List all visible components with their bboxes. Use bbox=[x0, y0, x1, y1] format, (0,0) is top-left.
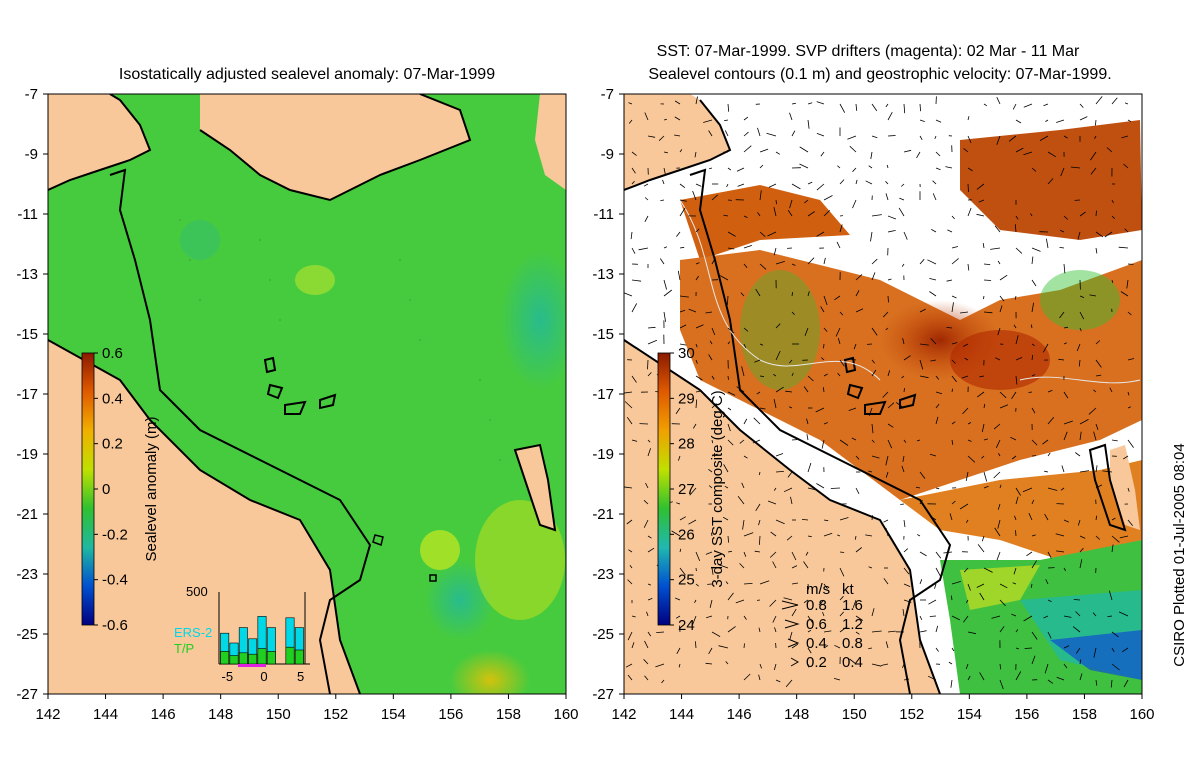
left-y-tick-label: -21 bbox=[16, 506, 38, 523]
speed-legend-kt: 0.8 bbox=[842, 635, 863, 652]
right-colorbar-tick-label: 26 bbox=[678, 526, 695, 543]
inset-bar-tp bbox=[285, 646, 295, 665]
left-colorbar-tick-label: 0.4 bbox=[102, 390, 123, 407]
inset-x-tick-label: 5 bbox=[297, 669, 304, 684]
left-colorbar-label: Sealevel anomaly (m) bbox=[143, 416, 160, 561]
right-x-tick-label: 142 bbox=[611, 706, 636, 723]
left-colorbar-tick-label: 0.2 bbox=[102, 436, 123, 453]
left-y-tick-label: -19 bbox=[16, 446, 38, 463]
speed-legend-ms: 0.2 bbox=[806, 654, 827, 671]
inset-x-tick-label: -5 bbox=[222, 669, 234, 684]
left-y-tick-label: -15 bbox=[16, 326, 38, 343]
right-x-tick-label: 160 bbox=[1129, 706, 1154, 723]
left-colorbar-tick-label: -0.2 bbox=[102, 526, 128, 543]
right-colorbar-tick-label: 24 bbox=[678, 617, 695, 634]
right-colorbar-tick-label: 25 bbox=[678, 572, 695, 589]
speed-legend-ms: 0.6 bbox=[806, 616, 827, 633]
inset-bar-tp bbox=[248, 653, 258, 665]
right-x-tick-label: 148 bbox=[784, 706, 809, 723]
right-y-tick-label: -23 bbox=[592, 566, 614, 583]
speed-legend-ms: 0.8 bbox=[806, 597, 827, 614]
left-y-tick-label: -17 bbox=[16, 386, 38, 403]
speed-legend-kt: 1.2 bbox=[842, 616, 863, 633]
right-y-tick-label: -21 bbox=[592, 506, 614, 523]
right-y-tick-label: -25 bbox=[592, 626, 614, 643]
speed-legend-kt: 0.4 bbox=[842, 654, 863, 671]
inset-bar-tp bbox=[220, 651, 230, 665]
left-colorbar-tick-label: -0.6 bbox=[102, 617, 128, 634]
left-y-tick-label: -9 bbox=[25, 146, 38, 163]
left-axes: 142 144 146 148 150 152 154 156 158 160 -7 -9 -11 -13… bbox=[16, 86, 578, 723]
right-map bbox=[624, 94, 1142, 694]
speed-legend-kt: 1.6 bbox=[842, 597, 863, 614]
right-y-tick-label: -7 bbox=[601, 86, 614, 103]
inset-ymax-label: 500 bbox=[186, 584, 208, 599]
speed-legend-ms: 0.4 bbox=[806, 635, 827, 652]
left-x-tick-label: 142 bbox=[35, 706, 60, 723]
right-x-tick-label: 156 bbox=[1014, 706, 1039, 723]
left-y-tick-label: -7 bbox=[25, 86, 38, 103]
right-x-tick-label: 158 bbox=[1072, 706, 1097, 723]
right-panel-title-line-1: SST: 07-Mar-1999. SVP drifters (magenta)… bbox=[657, 43, 1080, 60]
inset-bar-tp bbox=[229, 655, 239, 665]
left-x-tick-label: 158 bbox=[496, 706, 521, 723]
right-y-tick-label: -27 bbox=[592, 686, 614, 703]
inset-histogram: 500 ERS-2 T/P -5 0 5 bbox=[174, 584, 310, 684]
inset-bar-tp bbox=[294, 649, 304, 665]
credit-text: CSIRO Plotted 01-Jul-2005 08:04 bbox=[1171, 443, 1188, 666]
inset-bar-tp bbox=[238, 652, 248, 665]
right-y-tick-label: -19 bbox=[592, 446, 614, 463]
left-panel-title: Isostatically adjusted sealevel anomaly:… bbox=[119, 66, 495, 83]
left-colorbar-tick-label: 0 bbox=[102, 481, 110, 498]
speed-legend: m/s kt 0.8 1.6 0.6 1.2 0.4 0.8 0.2 0.4 bbox=[781, 581, 863, 671]
right-colorbar-tick-label: 29 bbox=[678, 390, 695, 407]
right-x-tick-label: 146 bbox=[727, 706, 752, 723]
speed-legend-arrow bbox=[790, 657, 800, 667]
left-y-tick-label: -11 bbox=[17, 206, 38, 223]
right-colorbar-tick-label: 28 bbox=[678, 436, 695, 453]
right-panel-title-line-2: Sealevel contours (0.1 m) and geostrophi… bbox=[648, 66, 1111, 83]
speed-legend-unit-kt: kt bbox=[842, 581, 855, 598]
right-colorbar-tick-label: 30 bbox=[678, 345, 695, 362]
left-y-tick-label: -13 bbox=[16, 266, 38, 283]
left-x-tick-label: 150 bbox=[266, 706, 291, 723]
left-colorbar-tick-label: 0.6 bbox=[102, 345, 123, 362]
left-x-tick-label: 152 bbox=[323, 706, 348, 723]
left-map bbox=[48, 94, 566, 694]
left-colorbar: 0.6 0.4 0.2 0 -0.2 -0.4 -0.6 Sealevel anomaly … bbox=[81, 345, 160, 634]
left-x-tick-label: 156 bbox=[438, 706, 463, 723]
left-x-tick-label: 144 bbox=[93, 706, 118, 723]
inset-x-tick-label: 0 bbox=[260, 669, 267, 684]
left-y-tick-label: -27 bbox=[16, 686, 38, 703]
speed-legend-arrow bbox=[781, 600, 799, 610]
speed-legend-arrow bbox=[787, 638, 800, 648]
right-y-tick-label: -17 bbox=[592, 386, 614, 403]
left-colorbar-tick-label: -0.4 bbox=[102, 572, 128, 589]
left-x-tick-label: 148 bbox=[208, 706, 233, 723]
right-y-tick-label: -9 bbox=[601, 146, 614, 163]
right-x-tick-label: 152 bbox=[899, 706, 924, 723]
right-y-tick-label: -15 bbox=[592, 326, 614, 343]
inset-bar-tp bbox=[266, 651, 276, 665]
inset-series-label-tp: T/P bbox=[174, 641, 194, 656]
speed-legend-unit-ms: m/s bbox=[806, 581, 830, 598]
right-colorbar: 30 29 28 27 26 25 24 3-day SST composite (deg … bbox=[657, 345, 726, 634]
left-x-tick-label: 146 bbox=[151, 706, 176, 723]
right-colorbar-label: 3-day SST composite (deg C) bbox=[709, 390, 726, 587]
inset-bar-tp bbox=[257, 648, 267, 665]
left-x-tick-label: 154 bbox=[381, 706, 406, 723]
right-colorbar-tick-label: 27 bbox=[678, 481, 695, 498]
left-y-tick-label: -25 bbox=[16, 626, 38, 643]
speed-legend-arrow bbox=[784, 619, 800, 629]
inset-series-label-ers2: ERS-2 bbox=[174, 625, 212, 640]
right-y-tick-label: -11 bbox=[593, 206, 614, 223]
right-x-tick-label: 150 bbox=[842, 706, 867, 723]
right-x-tick-label: 144 bbox=[669, 706, 694, 723]
right-x-tick-label: 154 bbox=[957, 706, 982, 723]
right-y-tick-label: -13 bbox=[592, 266, 614, 283]
left-y-tick-label: -23 bbox=[16, 566, 38, 583]
left-x-tick-label: 160 bbox=[553, 706, 578, 723]
right-axes: 142 144 146 148 150 152 154 156 158 160 -7 -9 -11 -13… bbox=[592, 86, 1154, 723]
